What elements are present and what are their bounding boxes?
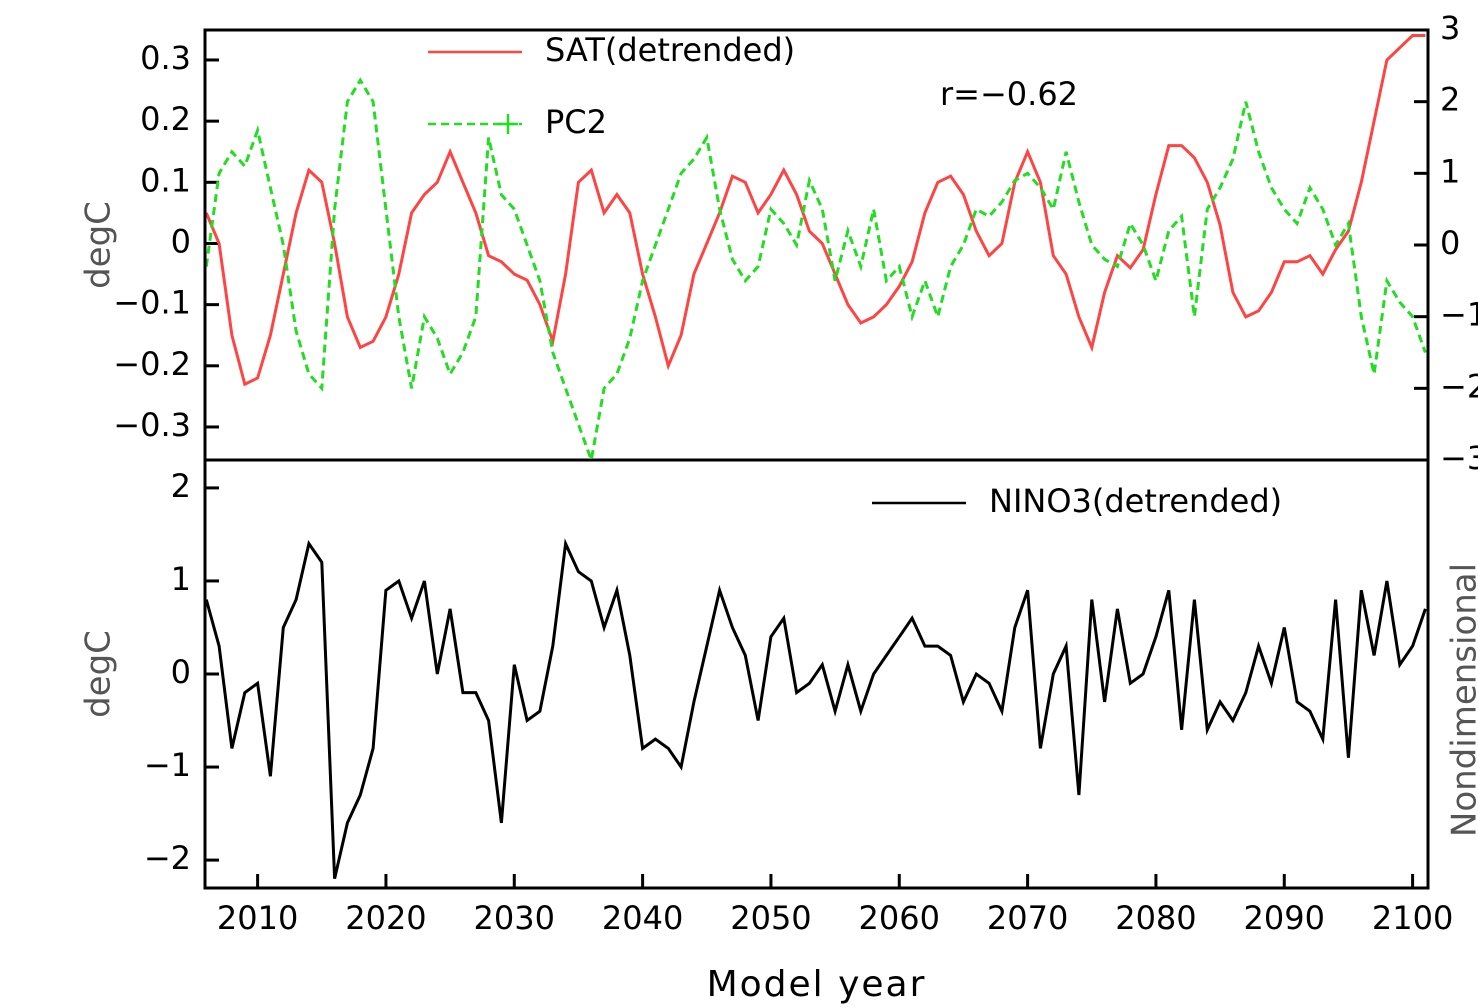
y-axis-label: degC <box>79 201 119 289</box>
legend-label: PC2 <box>545 103 607 141</box>
plot-frame <box>203 458 1430 890</box>
y-tick-label: −2 <box>144 839 191 877</box>
y2-axis-label: Nondimensional <box>1445 563 1478 837</box>
x-tick-label: 2030 <box>474 899 555 937</box>
y-tick-label: 0.2 <box>140 100 191 138</box>
y2-tick-label: 0 <box>1440 224 1460 262</box>
legend-label: NINO3(detrended) <box>989 482 1282 520</box>
y-tick-label: 0.3 <box>140 39 191 77</box>
y-tick-label: −0.3 <box>113 406 191 444</box>
y-tick-label: 1 <box>171 560 191 598</box>
x-tick-label: 2090 <box>1244 899 1325 937</box>
x-axis-label: Model year <box>707 964 927 1005</box>
y2-tick-label: 3 <box>1440 9 1460 47</box>
series-line <box>205 77 1427 460</box>
y2-tick-label: −3 <box>1440 439 1478 477</box>
x-tick-label: 2040 <box>602 899 683 937</box>
plot-frame <box>203 28 1430 462</box>
y-tick-label: −0.2 <box>113 345 191 383</box>
x-tick-label: 2010 <box>217 899 298 937</box>
x-tick-label: 2020 <box>345 899 426 937</box>
series-line <box>205 34 1426 387</box>
x-tick-label: 2100 <box>1372 899 1453 937</box>
y2-tick-label: −2 <box>1440 367 1478 405</box>
y-tick-label: 0.1 <box>140 161 191 199</box>
y2-tick-label: −1 <box>1440 296 1478 334</box>
y-tick-label: −1 <box>144 746 191 784</box>
series-line <box>205 538 1427 880</box>
y-tick-label: −0.1 <box>113 284 191 322</box>
x-tick-label: 2080 <box>1115 899 1196 937</box>
y-tick-label: 0 <box>171 222 191 260</box>
x-tick-label: 2050 <box>730 899 811 937</box>
x-tick-label: 2070 <box>987 899 1068 937</box>
y2-tick-label: 1 <box>1440 152 1460 190</box>
y-tick-label: 2 <box>171 467 191 505</box>
annotation: r=−0.62 <box>940 75 1078 113</box>
y-tick-label: 0 <box>171 653 191 691</box>
legend-label: SAT(detrended) <box>545 31 795 69</box>
y-axis-label: degC <box>79 630 119 718</box>
legend-marker <box>498 114 518 134</box>
x-tick-label: 2060 <box>859 899 940 937</box>
y2-tick-label: 2 <box>1440 81 1460 119</box>
